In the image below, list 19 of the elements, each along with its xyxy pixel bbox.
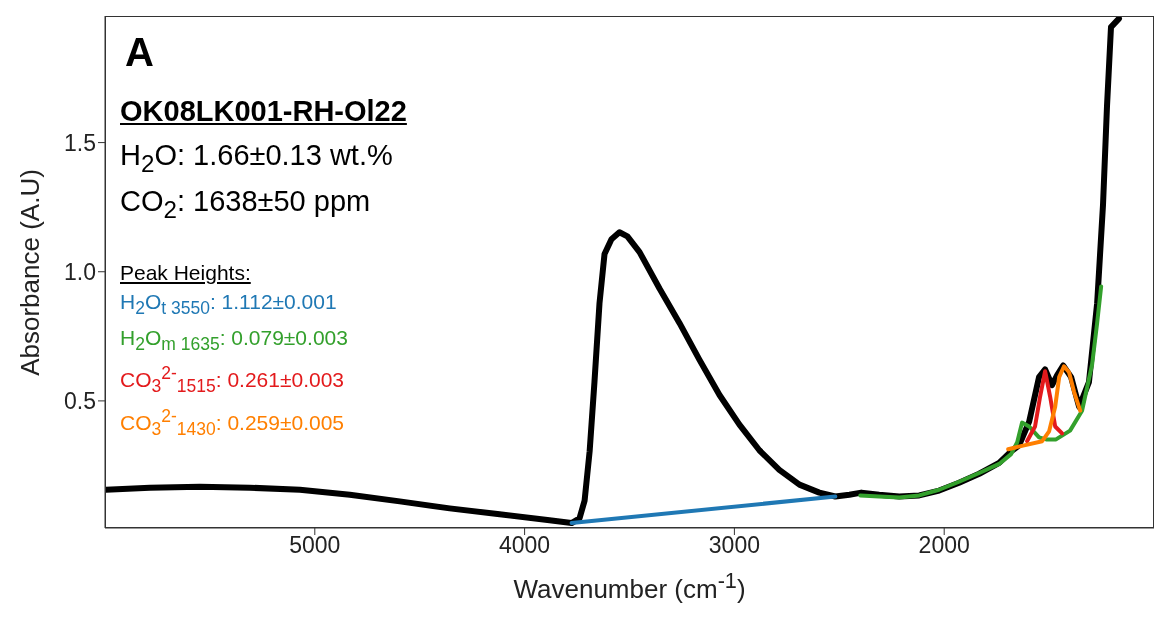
annotation: H$_{2}$O: 1.66±0.13 wt.% — [120, 138, 393, 178]
text: H$_{2}$O$_{m 1635}$: 0.079±0.003 — [120, 325, 348, 357]
y-axis-title: Absorbance (A.U) — [14, 168, 46, 376]
x-tick-label: 5000 — [289, 532, 341, 559]
annotation: A — [125, 29, 154, 76]
annotation: OK08LK001-RH-Ol22 — [120, 94, 407, 129]
x-tick-label: 4000 — [499, 532, 551, 559]
x-tick-label: 2000 — [918, 532, 970, 559]
annotation: CO$_{2}$: 1638±50 ppm — [120, 184, 371, 224]
x-tick-label: 3000 — [708, 532, 760, 559]
x-axis-title: Wavenumber (cm$^{-1}$) — [512, 568, 747, 605]
line-series — [1025, 369, 1065, 444]
line-series — [1006, 364, 1083, 452]
y-tick-label: 0.5 — [64, 388, 96, 415]
y-tick-label: 1.5 — [64, 129, 96, 156]
text: H$_{2}$O$_{t 3550}$: 1.112±0.001 — [120, 289, 338, 321]
legend-title: Peak Heights: — [120, 260, 252, 286]
y-tick-label: 1.0 — [64, 258, 96, 285]
line-series — [858, 284, 1104, 500]
